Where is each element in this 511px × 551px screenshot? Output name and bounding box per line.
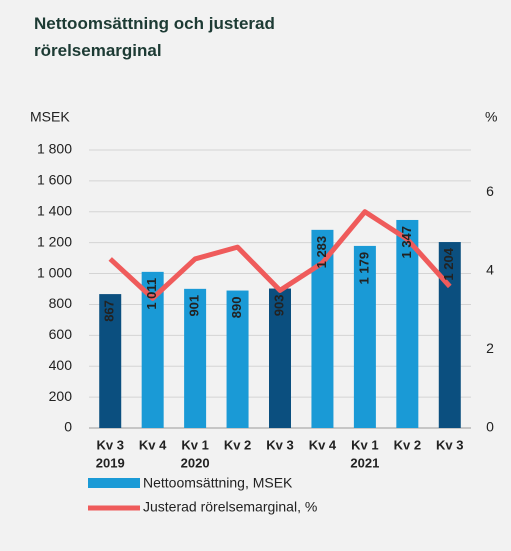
- y2-tick-label: 2: [486, 340, 494, 356]
- value-label: 1 283: [314, 236, 329, 269]
- value-label: 1 347: [399, 226, 414, 259]
- value-label: 1 011: [144, 278, 159, 310]
- x-tick-label: Kv 2: [394, 437, 421, 452]
- value-label: 1 179: [356, 252, 371, 285]
- bar: [184, 288, 207, 428]
- y-tick-label: 0: [64, 419, 72, 435]
- y-axis-label: MSEK: [30, 109, 70, 125]
- value-label: 903: [271, 295, 286, 317]
- value-label: 1 204: [441, 247, 456, 280]
- line: [108, 209, 452, 301]
- y-tick-label: 1 000: [37, 264, 72, 280]
- y-tick-label: 1 800: [37, 141, 72, 157]
- x-tick-label: Kv 4: [309, 437, 337, 452]
- y-tick-label: 600: [49, 326, 73, 342]
- x-tick-year: 2019: [96, 455, 125, 470]
- bar: [226, 290, 249, 428]
- y2-tick-label: 6: [486, 183, 494, 199]
- x-tick-label: Kv 1: [181, 437, 208, 452]
- y2-tick-label: 4: [486, 261, 494, 277]
- bar: [141, 271, 164, 428]
- bar: [396, 219, 419, 428]
- x-tick-label: Kv 4: [139, 437, 167, 452]
- y-tick-label: 400: [49, 357, 73, 373]
- y2-axis-label: %: [485, 109, 497, 125]
- x-tick-year: 2020: [181, 455, 210, 470]
- x-tick-label: Kv 3: [96, 437, 123, 452]
- x-tick-label: Kv 3: [266, 437, 293, 452]
- chart-title: Nettoomsättning och justerad rörelsemarg…: [34, 14, 275, 60]
- x-tick-label: Kv 3: [436, 437, 463, 452]
- y-tick-label: 1 200: [37, 233, 72, 249]
- x-tick-year: 2021: [350, 455, 379, 470]
- y-tick-label: 200: [49, 388, 73, 404]
- x-tick-label: Kv 1: [351, 437, 378, 452]
- bar: [353, 245, 376, 428]
- y2-tick-label: 0: [486, 419, 494, 435]
- x-tick-label: Kv 2: [224, 437, 251, 452]
- y-tick-label: 1 600: [37, 172, 72, 188]
- y-tick-label: 800: [49, 295, 73, 311]
- value-label: 901: [187, 295, 202, 317]
- bar: [99, 294, 122, 428]
- value-label: 890: [229, 297, 244, 319]
- value-label: 867: [102, 300, 117, 322]
- y-tick-label: 1 400: [37, 202, 72, 218]
- legend-label: Nettoomsättning, MSEK: [143, 475, 293, 491]
- bar: [269, 288, 291, 428]
- bar: [311, 229, 334, 428]
- legend-label: Justerad rörelsemarginal, %: [143, 499, 317, 515]
- bar: [438, 242, 461, 428]
- legend-swatch-bar: [88, 478, 140, 488]
